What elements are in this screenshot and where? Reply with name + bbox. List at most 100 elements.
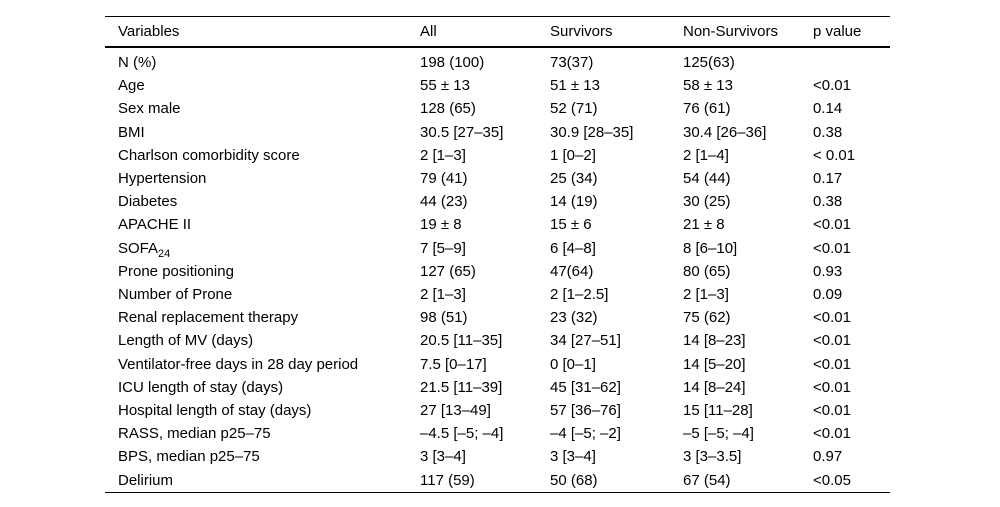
cell-variable: Sex male — [118, 100, 181, 118]
cell-value: 55 ± 13 — [420, 77, 470, 95]
cell-value: –4.5 [–5; –4] — [420, 425, 504, 443]
cell-variable: Delirium — [118, 471, 174, 489]
cell-value: 51 ± 13 — [550, 77, 600, 95]
table-row: N (%) 198 (100) 73(37) 125(63) — [105, 47, 890, 74]
cell-value: 2 [1–3] — [420, 286, 466, 304]
cell-value: 0.38 — [813, 193, 843, 211]
cell-variable: Hospital length of stay (days) — [118, 402, 312, 420]
cell-value: 52 (71) — [550, 100, 598, 118]
col-header-variables: Variables — [105, 16, 420, 48]
cell-variable: BMI — [118, 123, 145, 141]
cell-value: 15 [11–28] — [683, 402, 753, 420]
cell-value: 198 (100) — [420, 54, 485, 71]
cell-value: –5 [–5; –4] — [683, 425, 754, 443]
cell-value: 2 [1–3] — [420, 146, 466, 164]
cell-value: <0.01 — [813, 378, 851, 396]
cell-value: 0 [0–1] — [550, 355, 596, 373]
cell-variable: APACHE II — [118, 216, 192, 234]
cell-value: 79 (41) — [420, 170, 468, 188]
cell-value: <0.01 — [813, 402, 851, 420]
cell-value: 58 ± 13 — [683, 77, 733, 95]
cell-value: 25 (34) — [550, 170, 598, 188]
cell-value: 30.5 [27–35] — [420, 123, 504, 141]
cell-value: <0.01 — [813, 77, 851, 95]
cell-variable: N (%) — [118, 54, 157, 71]
table-row: Charlson comorbidity score 2 [1–3] 1 [0–2]… — [105, 144, 890, 167]
cell-value: 15 ± 6 — [550, 216, 592, 234]
table-body: N (%) 198 (100) 73(37) 125(63) Age 55 ± 13 51 … — [105, 47, 890, 492]
cell-value: 30.4 [26–36] — [683, 123, 767, 141]
table-row: Prone positioning 127 (65) 47(64) 80 (65) 0.… — [105, 260, 890, 283]
table-row: ICU length of stay (days) 21.5 [11–39] 45 … — [105, 376, 890, 399]
cell-value: 127 (65) — [420, 262, 476, 280]
table-row: Hospital length of stay (days) 27 [13–49]… — [105, 399, 890, 422]
table-row: Diabetes 44 (23) 14 (19) 30 (25) 0.38 — [105, 190, 890, 213]
table-row: RASS, median p25–75 –4.5 [–5; –4] –4 [–5; … — [105, 422, 890, 445]
cell-value: 0.14 — [813, 100, 843, 118]
cell-value: 3 [3–4] — [550, 448, 596, 466]
cell-value: 21.5 [11–39] — [420, 378, 503, 396]
table-row: BMI 30.5 [27–35] 30.9 [28–35] 30.4 [26–36] 0… — [105, 121, 890, 144]
cell-value: < 0.01 — [813, 146, 856, 164]
cell-value: 0.93 — [813, 262, 843, 280]
cell-variable: Ventilator-free days in 28 day period — [118, 355, 359, 373]
cell-value: 23 (32) — [550, 309, 598, 327]
cell-value: 76 (61) — [683, 100, 731, 118]
cell-value: 125(63) — [683, 54, 735, 71]
cell-value: 45 [31–62] — [550, 378, 621, 396]
cell-value: 0.97 — [813, 448, 843, 466]
cell-variable: Renal replacement therapy — [118, 309, 299, 327]
table-row: Age 55 ± 13 51 ± 13 58 ± 13 <0.01 — [105, 74, 890, 97]
cell-value: <0.01 — [813, 355, 851, 373]
cell-value: 44 (23) — [420, 193, 468, 211]
cell-value: 34 [27–51] — [550, 332, 621, 350]
col-header-non-survivors: Non-Survivors — [683, 16, 813, 48]
cell-value: 7.5 [0–17] — [420, 355, 487, 373]
cell-value: 14 [5–20] — [683, 355, 746, 373]
cell-variable: ICU length of stay (days) — [118, 378, 284, 396]
table-row: Number of Prone 2 [1–3] 2 [1–2.5] 2 [1–3] 0.… — [105, 283, 890, 306]
cell-variable: BPS, median p25–75 — [118, 448, 260, 466]
cell-value: 8 [6–10] — [683, 239, 738, 257]
cell-value: 2 [1–3] — [683, 286, 729, 304]
cell-value: 20.5 [11–35] — [420, 332, 503, 350]
col-header-all: All — [420, 16, 550, 48]
cell-value: 2 [1–4] — [683, 146, 729, 164]
cell-variable: Charlson comorbidity score — [118, 146, 300, 164]
cell-value: 73(37) — [550, 54, 594, 71]
table-row: BPS, median p25–75 3 [3–4] 3 [3–4] 3 [3–3.5… — [105, 445, 890, 468]
col-header-p-value: p value — [813, 16, 890, 48]
cell-value: 0.09 — [813, 286, 843, 304]
cell-value: 1 [0–2] — [550, 146, 596, 164]
cell-variable: Age — [118, 77, 145, 95]
table-row: Ventilator-free days in 28 day period 7.5… — [105, 353, 890, 376]
cell-value: 6 [4–8] — [550, 239, 596, 257]
table-row: Hypertension 79 (41) 25 (34) 54 (44) 0.17 — [105, 167, 890, 190]
cell-value: 0.17 — [813, 170, 843, 188]
table-row: SOFA24 7 [5–9] 6 [4–8] 8 [6–10] <0.01 — [105, 237, 890, 260]
cell-value: 19 ± 8 — [420, 216, 462, 234]
cell-value: 128 (65) — [420, 100, 476, 118]
cell-value: –4 [–5; –2] — [550, 425, 621, 443]
table-row: Sex male 128 (65) 52 (71) 76 (61) 0.14 — [105, 97, 890, 120]
cell-value: 75 (62) — [683, 309, 731, 327]
cell-value: 27 [13–49] — [420, 402, 491, 420]
cell-variable: Length of MV (days) — [118, 332, 254, 350]
variable-subscript: 24 — [158, 247, 171, 260]
table-row: APACHE II 19 ± 8 15 ± 6 21 ± 8 <0.01 — [105, 213, 890, 236]
cell-value — [813, 47, 890, 74]
cell-value: 14 [8–23] — [683, 332, 746, 350]
cell-value: 3 [3–4] — [420, 448, 466, 466]
cell-value: <0.01 — [813, 425, 851, 443]
cell-value: <0.01 — [813, 239, 851, 257]
cell-value: 2 [1–2.5] — [550, 286, 609, 304]
cell-variable: Diabetes — [118, 193, 178, 211]
cell-value: <0.01 — [813, 216, 851, 234]
cell-value: 50 (68) — [550, 471, 598, 489]
table-row: Length of MV (days) 20.5 [11–35] 34 [27–51… — [105, 329, 890, 352]
cell-value: 98 (51) — [420, 309, 468, 327]
cell-variable: Number of Prone — [118, 286, 233, 304]
header-row: Variables All Survivors Non-Survivors p … — [105, 16, 890, 48]
cell-value: 14 (19) — [550, 193, 598, 211]
cell-value: 117 (59) — [420, 471, 475, 489]
